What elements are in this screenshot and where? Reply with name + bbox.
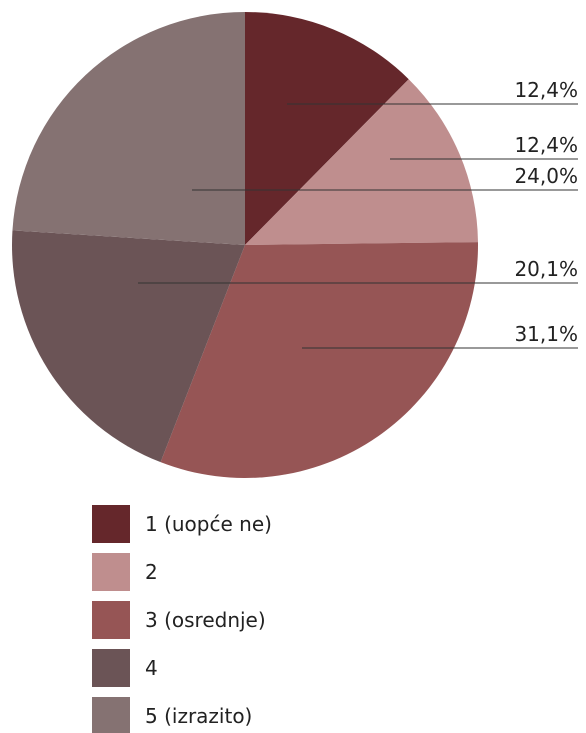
legend-label: 3 (osrednje) [145, 608, 266, 632]
legend-swatch [92, 505, 130, 543]
data-label: 31,1% [514, 322, 578, 346]
pie-slice [160, 242, 478, 479]
legend-swatch [92, 553, 130, 591]
data-label: 12,4% [514, 78, 578, 102]
legend-label: 4 [145, 656, 158, 680]
pie-slice [12, 12, 245, 245]
legend-label: 5 (izrazito) [145, 704, 252, 728]
legend-label: 2 [145, 560, 158, 584]
legend-label: 1 (uopće ne) [145, 512, 272, 536]
pie-slice [245, 79, 478, 245]
pie-slice [245, 12, 409, 245]
legend-swatch [92, 601, 130, 639]
pie-slice [11, 230, 246, 463]
data-label: 12,4% [514, 133, 578, 157]
legend-swatch [92, 697, 130, 733]
data-label: 20,1% [514, 257, 578, 281]
legend-swatch [92, 649, 130, 687]
data-label: 24,0% [514, 164, 578, 188]
